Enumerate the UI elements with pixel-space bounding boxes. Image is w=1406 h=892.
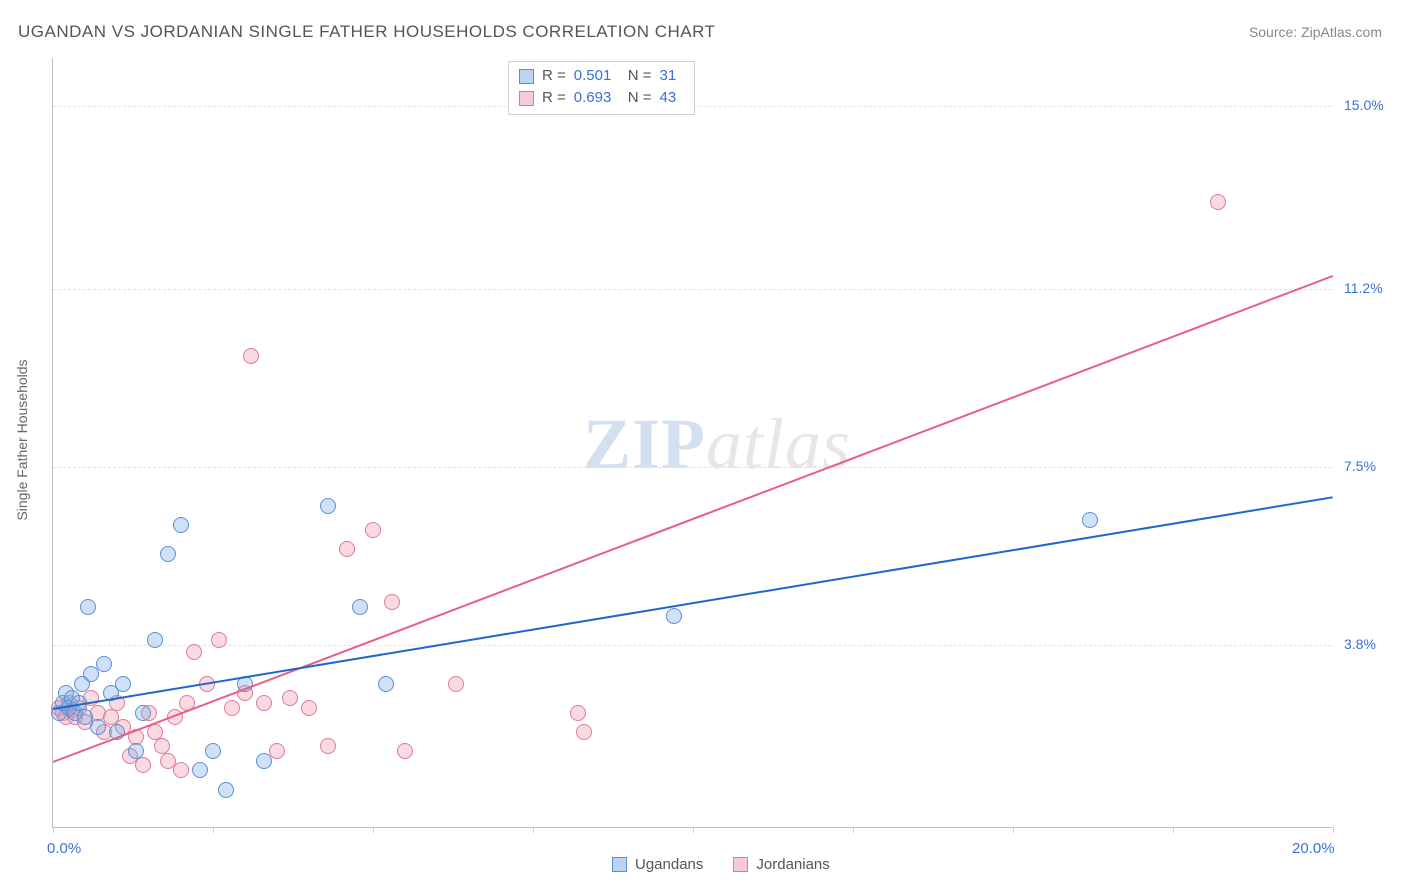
legend-label: Ugandans [635, 856, 703, 873]
data-point-pink [243, 348, 259, 364]
data-point-pink [365, 522, 381, 538]
x-tick [1333, 827, 1334, 833]
data-point-pink [301, 700, 317, 716]
data-point-blue [96, 656, 112, 672]
stats-row: R = 0.501 N = 31 [519, 65, 684, 87]
data-point-pink [320, 738, 336, 754]
stat-r-value: 0.501 [574, 65, 620, 87]
y-tick-label: 7.5% [1344, 458, 1376, 474]
stats-legend-box: R = 0.501 N = 31 R = 0.693 N = 43 [508, 61, 695, 115]
x-tick [693, 827, 694, 833]
legend-swatch-blue [612, 857, 627, 872]
trendline-pink [53, 275, 1334, 763]
data-point-pink [576, 724, 592, 740]
data-point-pink [384, 594, 400, 610]
y-axis-label: Single Father Households [14, 359, 30, 520]
data-point-pink [224, 700, 240, 716]
data-point-blue [80, 599, 96, 615]
data-point-blue [218, 782, 234, 798]
data-point-blue [90, 719, 106, 735]
data-point-pink [282, 690, 298, 706]
data-point-pink [173, 762, 189, 778]
legend-swatch-pink [519, 91, 534, 106]
x-tick [53, 827, 54, 833]
x-tick-label: 20.0% [1292, 840, 1335, 857]
data-point-blue [320, 498, 336, 514]
x-tick [533, 827, 534, 833]
data-point-blue [160, 546, 176, 562]
data-point-pink [448, 676, 464, 692]
data-point-blue [135, 705, 151, 721]
watermark-zip: ZIP [583, 404, 706, 484]
data-point-pink [186, 644, 202, 660]
data-point-blue [192, 762, 208, 778]
stat-n-value: 31 [660, 65, 684, 87]
source-attribution: Source: ZipAtlas.com [1249, 24, 1382, 40]
data-point-blue [1082, 512, 1098, 528]
x-tick [853, 827, 854, 833]
stat-r-value: 0.693 [574, 87, 620, 109]
stat-n-label: N = [628, 87, 652, 109]
x-tick [373, 827, 374, 833]
chart-title: UGANDAN VS JORDANIAN SINGLE FATHER HOUSE… [18, 22, 715, 42]
x-tick [1173, 827, 1174, 833]
data-point-blue [115, 676, 131, 692]
stats-row: R = 0.693 N = 43 [519, 87, 684, 109]
stat-r-label: R = [542, 65, 566, 87]
data-point-pink [339, 541, 355, 557]
series-legend: Ugandans Jordanians [612, 856, 830, 873]
watermark-atlas: atlas [706, 404, 851, 484]
data-point-pink [256, 695, 272, 711]
legend-swatch-pink [733, 857, 748, 872]
data-point-pink [1210, 194, 1226, 210]
stat-r-label: R = [542, 87, 566, 109]
x-tick-label: 0.0% [47, 840, 81, 857]
data-point-pink [135, 757, 151, 773]
x-tick [1013, 827, 1014, 833]
data-point-blue [147, 632, 163, 648]
stat-n-label: N = [628, 65, 652, 87]
gridline-horizontal [53, 467, 1332, 468]
legend-item-blue: Ugandans [612, 856, 703, 873]
gridline-horizontal [53, 289, 1332, 290]
y-tick-label: 11.2% [1344, 280, 1383, 296]
y-tick-label: 15.0% [1344, 97, 1384, 113]
data-point-pink [570, 705, 586, 721]
data-point-blue [352, 599, 368, 615]
scatter-plot-area: ZIPatlas R = 0.501 N = 31 R = 0.693 N = 43 [52, 58, 1332, 828]
x-tick [213, 827, 214, 833]
legend-item-pink: Jordanians [733, 856, 829, 873]
stat-n-value: 43 [660, 87, 684, 109]
legend-swatch-blue [519, 69, 534, 84]
y-tick-label: 3.8% [1344, 636, 1376, 652]
trendline-blue [53, 496, 1333, 710]
data-point-blue [128, 743, 144, 759]
data-point-blue [256, 753, 272, 769]
data-point-blue [666, 608, 682, 624]
data-point-blue [378, 676, 394, 692]
data-point-pink [397, 743, 413, 759]
gridline-horizontal [53, 645, 1332, 646]
legend-label: Jordanians [756, 856, 829, 873]
data-point-pink [211, 632, 227, 648]
data-point-blue [205, 743, 221, 759]
data-point-blue [173, 517, 189, 533]
